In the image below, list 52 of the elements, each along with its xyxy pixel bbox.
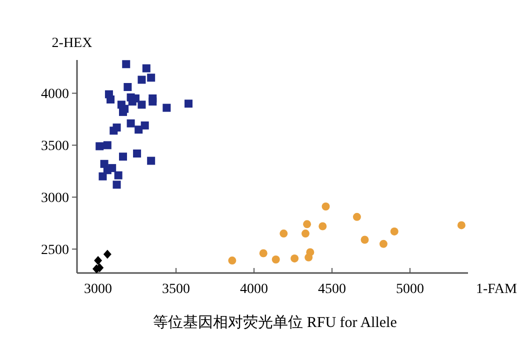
point xyxy=(379,240,388,248)
point xyxy=(318,222,327,230)
point xyxy=(124,83,132,92)
y-tick-label: 3000 xyxy=(41,191,69,206)
point xyxy=(133,150,142,158)
point xyxy=(301,230,310,238)
x-tick-label: 4500 xyxy=(318,282,346,297)
point xyxy=(112,180,121,189)
point xyxy=(140,121,149,130)
point xyxy=(280,230,288,238)
point xyxy=(98,172,107,180)
point xyxy=(304,253,313,262)
point xyxy=(114,171,122,180)
point xyxy=(184,100,193,108)
point xyxy=(138,76,146,84)
point xyxy=(147,74,156,82)
point xyxy=(122,60,130,68)
x-tick-label: 5000 xyxy=(396,282,424,297)
point xyxy=(119,108,128,116)
y-tick-label: 2500 xyxy=(41,243,69,258)
point xyxy=(103,141,112,150)
point xyxy=(94,256,102,266)
point xyxy=(259,249,268,258)
point xyxy=(148,98,157,106)
x-tick-label: 3500 xyxy=(162,282,190,297)
point xyxy=(126,119,135,128)
point xyxy=(134,126,143,134)
x-tick-label: 4000 xyxy=(240,282,268,297)
y-tick-label: 3500 xyxy=(41,139,69,154)
point xyxy=(103,250,112,259)
point xyxy=(390,227,398,236)
point xyxy=(272,255,280,264)
point xyxy=(147,156,156,165)
point xyxy=(322,202,330,210)
y-tick-label: 4000 xyxy=(41,87,69,102)
point xyxy=(290,254,299,262)
point xyxy=(162,104,171,112)
point xyxy=(360,236,369,244)
point xyxy=(303,220,312,228)
point xyxy=(352,212,361,221)
point xyxy=(106,95,115,104)
point xyxy=(228,256,236,265)
point xyxy=(96,142,104,150)
y-axis-title: 2-HEX xyxy=(52,36,92,51)
x-tick-label: 3000 xyxy=(84,282,112,297)
point xyxy=(119,152,128,161)
point xyxy=(142,64,150,72)
point xyxy=(457,221,466,230)
point xyxy=(138,100,146,109)
text: 等位基因相对荧光单位 RFU for Allele xyxy=(153,314,398,331)
x-axis-title: 1-FAM xyxy=(476,282,518,297)
point xyxy=(110,126,118,135)
